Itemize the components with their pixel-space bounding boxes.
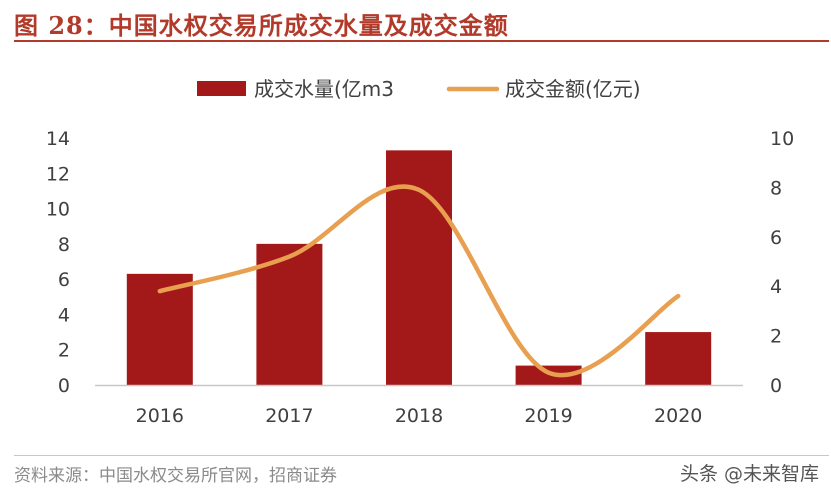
- figure-title: 图 28：中国水权交易所成交水量及成交金额: [14, 11, 509, 40]
- y-axis-right: 0 2 4 6 8 10: [770, 128, 794, 397]
- line-path: [157, 184, 681, 378]
- x-tick-label: 2017: [265, 405, 313, 427]
- y2-tick-label: 0: [770, 375, 782, 397]
- y-tick-label: 4: [58, 304, 70, 326]
- x-tick-label: 2018: [395, 405, 443, 427]
- x-tick-label: 2019: [524, 405, 572, 427]
- source-note: 资料来源：中国水权交易所官网，招商证券: [14, 466, 337, 486]
- y2-tick-label: 10: [770, 128, 794, 150]
- legend: 成交水量(亿m3 成交金额(亿元): [197, 77, 641, 101]
- y2-tick-label: 6: [770, 227, 782, 249]
- legend-bar-swatch: [197, 81, 246, 96]
- y2-tick-label: 4: [770, 276, 782, 298]
- y-tick-label: 8: [58, 234, 70, 256]
- source-rule: [14, 455, 829, 456]
- bar: [515, 365, 582, 385]
- y-tick-label: 0: [58, 375, 70, 397]
- y2-tick-label: 8: [770, 177, 782, 199]
- title-rule: [14, 40, 829, 42]
- bar: [645, 332, 712, 385]
- y-axis-left: 0 2 4 6 8 10 12 14: [46, 128, 70, 397]
- y2-tick-label: 2: [770, 326, 782, 348]
- y-tick-label: 14: [46, 128, 70, 150]
- watermark: 头条 @未来智库: [679, 463, 819, 485]
- y-tick-label: 10: [46, 199, 70, 221]
- y-tick-label: 2: [58, 340, 70, 362]
- x-tick-label: 2020: [654, 405, 702, 427]
- bar: [256, 243, 323, 385]
- y-tick-label: 12: [46, 163, 70, 185]
- x-axis-labels: 2016 2017 2018 2019 2020: [136, 405, 703, 427]
- legend-line-label: 成交金额(亿元): [505, 77, 641, 101]
- x-tick-label: 2016: [136, 405, 184, 427]
- line-series: [157, 184, 681, 378]
- legend-bar-label: 成交水量(亿m3: [254, 77, 394, 101]
- y-tick-label: 6: [58, 269, 70, 291]
- bar-series: [126, 150, 712, 385]
